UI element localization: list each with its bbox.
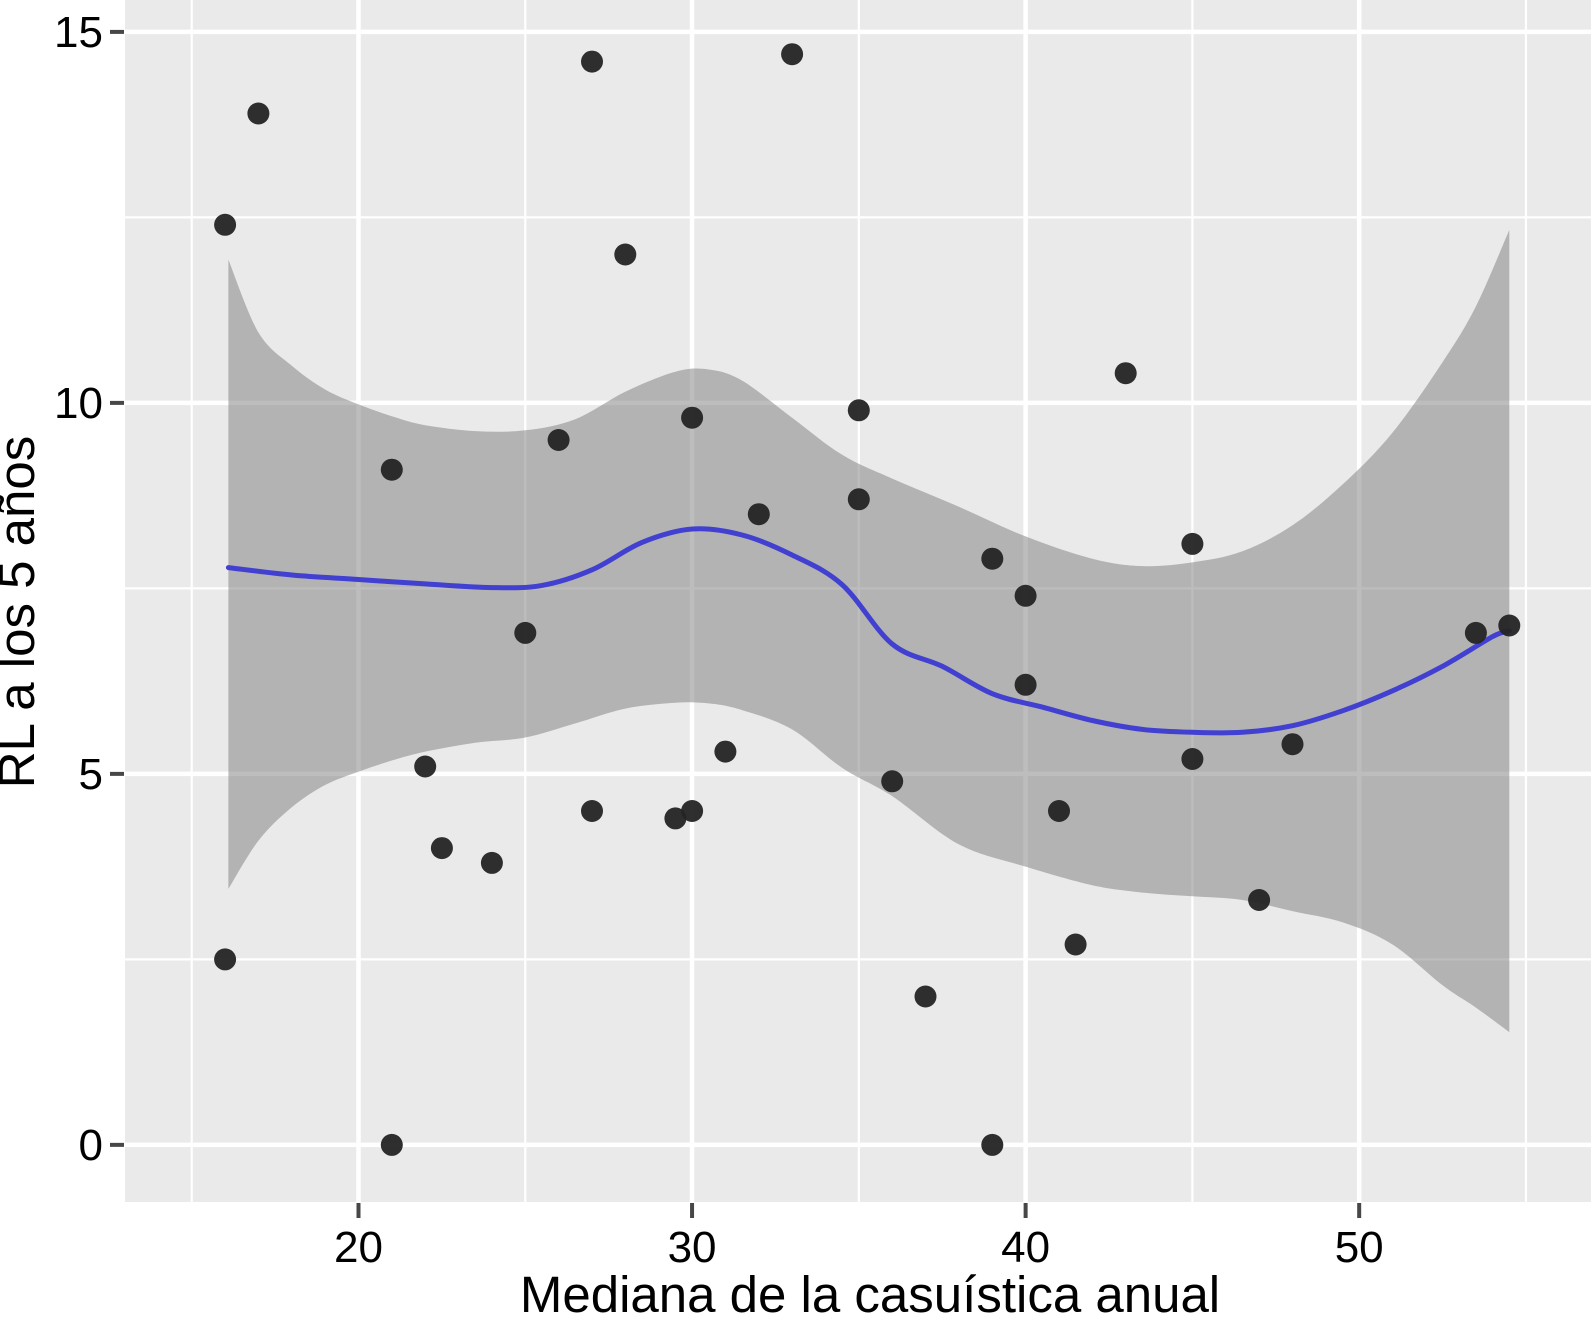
smooth-trend-line (225, 526, 1512, 736)
data-points (214, 43, 1521, 1156)
svg-text:5: 5 (79, 750, 103, 799)
svg-text:30: 30 (668, 1223, 717, 1272)
confidence-ribbon (228, 230, 1510, 1033)
x-axis-tick-marks (356, 1203, 1362, 1218)
svg-text:20: 20 (334, 1223, 383, 1272)
x-axis-title: Mediana de la casuística anual (520, 1266, 1220, 1323)
svg-text:0: 0 (79, 1121, 103, 1170)
y-axis-tick-marks (110, 29, 124, 1147)
svg-text:10: 10 (54, 379, 103, 428)
y-axis-title: RL a los 5 años (0, 436, 45, 789)
y-axis-tick-labels: 0 5 10 15 (54, 8, 103, 1170)
svg-text:40: 40 (1001, 1223, 1050, 1272)
x-axis-tick-labels: 20 30 40 50 (334, 1223, 1384, 1272)
svg-text:15: 15 (54, 8, 103, 57)
svg-text:50: 50 (1335, 1223, 1384, 1272)
